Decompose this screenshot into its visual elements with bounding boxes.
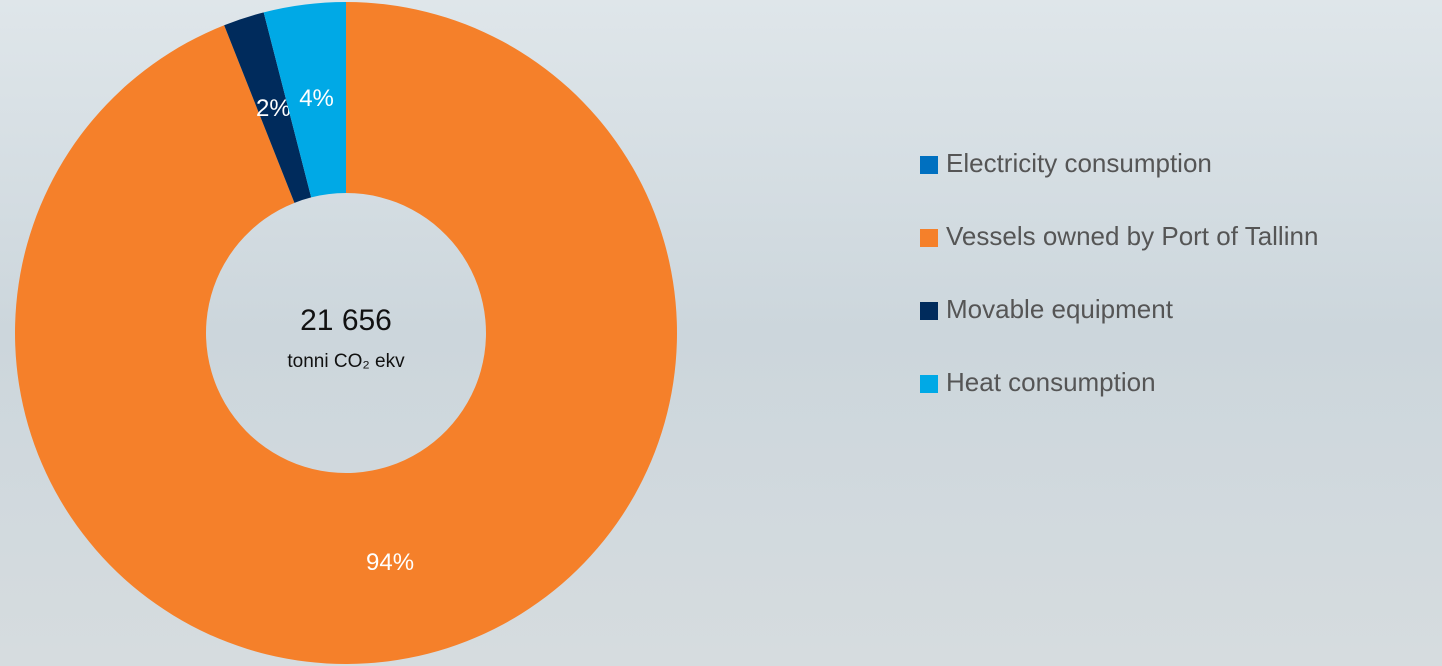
legend-swatch: [920, 229, 938, 247]
legend-label: Heat consumption: [946, 367, 1156, 397]
data-label: 94%: [366, 549, 414, 576]
center-value: 21 656: [300, 304, 392, 337]
legend-swatch: [920, 375, 938, 393]
chart: 21 656 tonni CO₂ ekv 94% 2% 4% Electricity …: [0, 0, 1442, 666]
legend-swatch: [920, 156, 938, 174]
data-label: 2%: [256, 95, 291, 122]
page: 21 656 tonni CO₂ ekv 94% 2% 4% Electricity …: [0, 0, 1442, 666]
legend-swatch: [920, 302, 938, 320]
legend-label: Vessels owned by Port of Tallinn: [946, 221, 1318, 251]
legend-label: Electricity consumption: [946, 148, 1212, 178]
data-label: 4%: [299, 85, 334, 112]
center-label: tonni CO₂ ekv: [287, 351, 405, 372]
legend-label: Movable equipment: [946, 294, 1174, 324]
